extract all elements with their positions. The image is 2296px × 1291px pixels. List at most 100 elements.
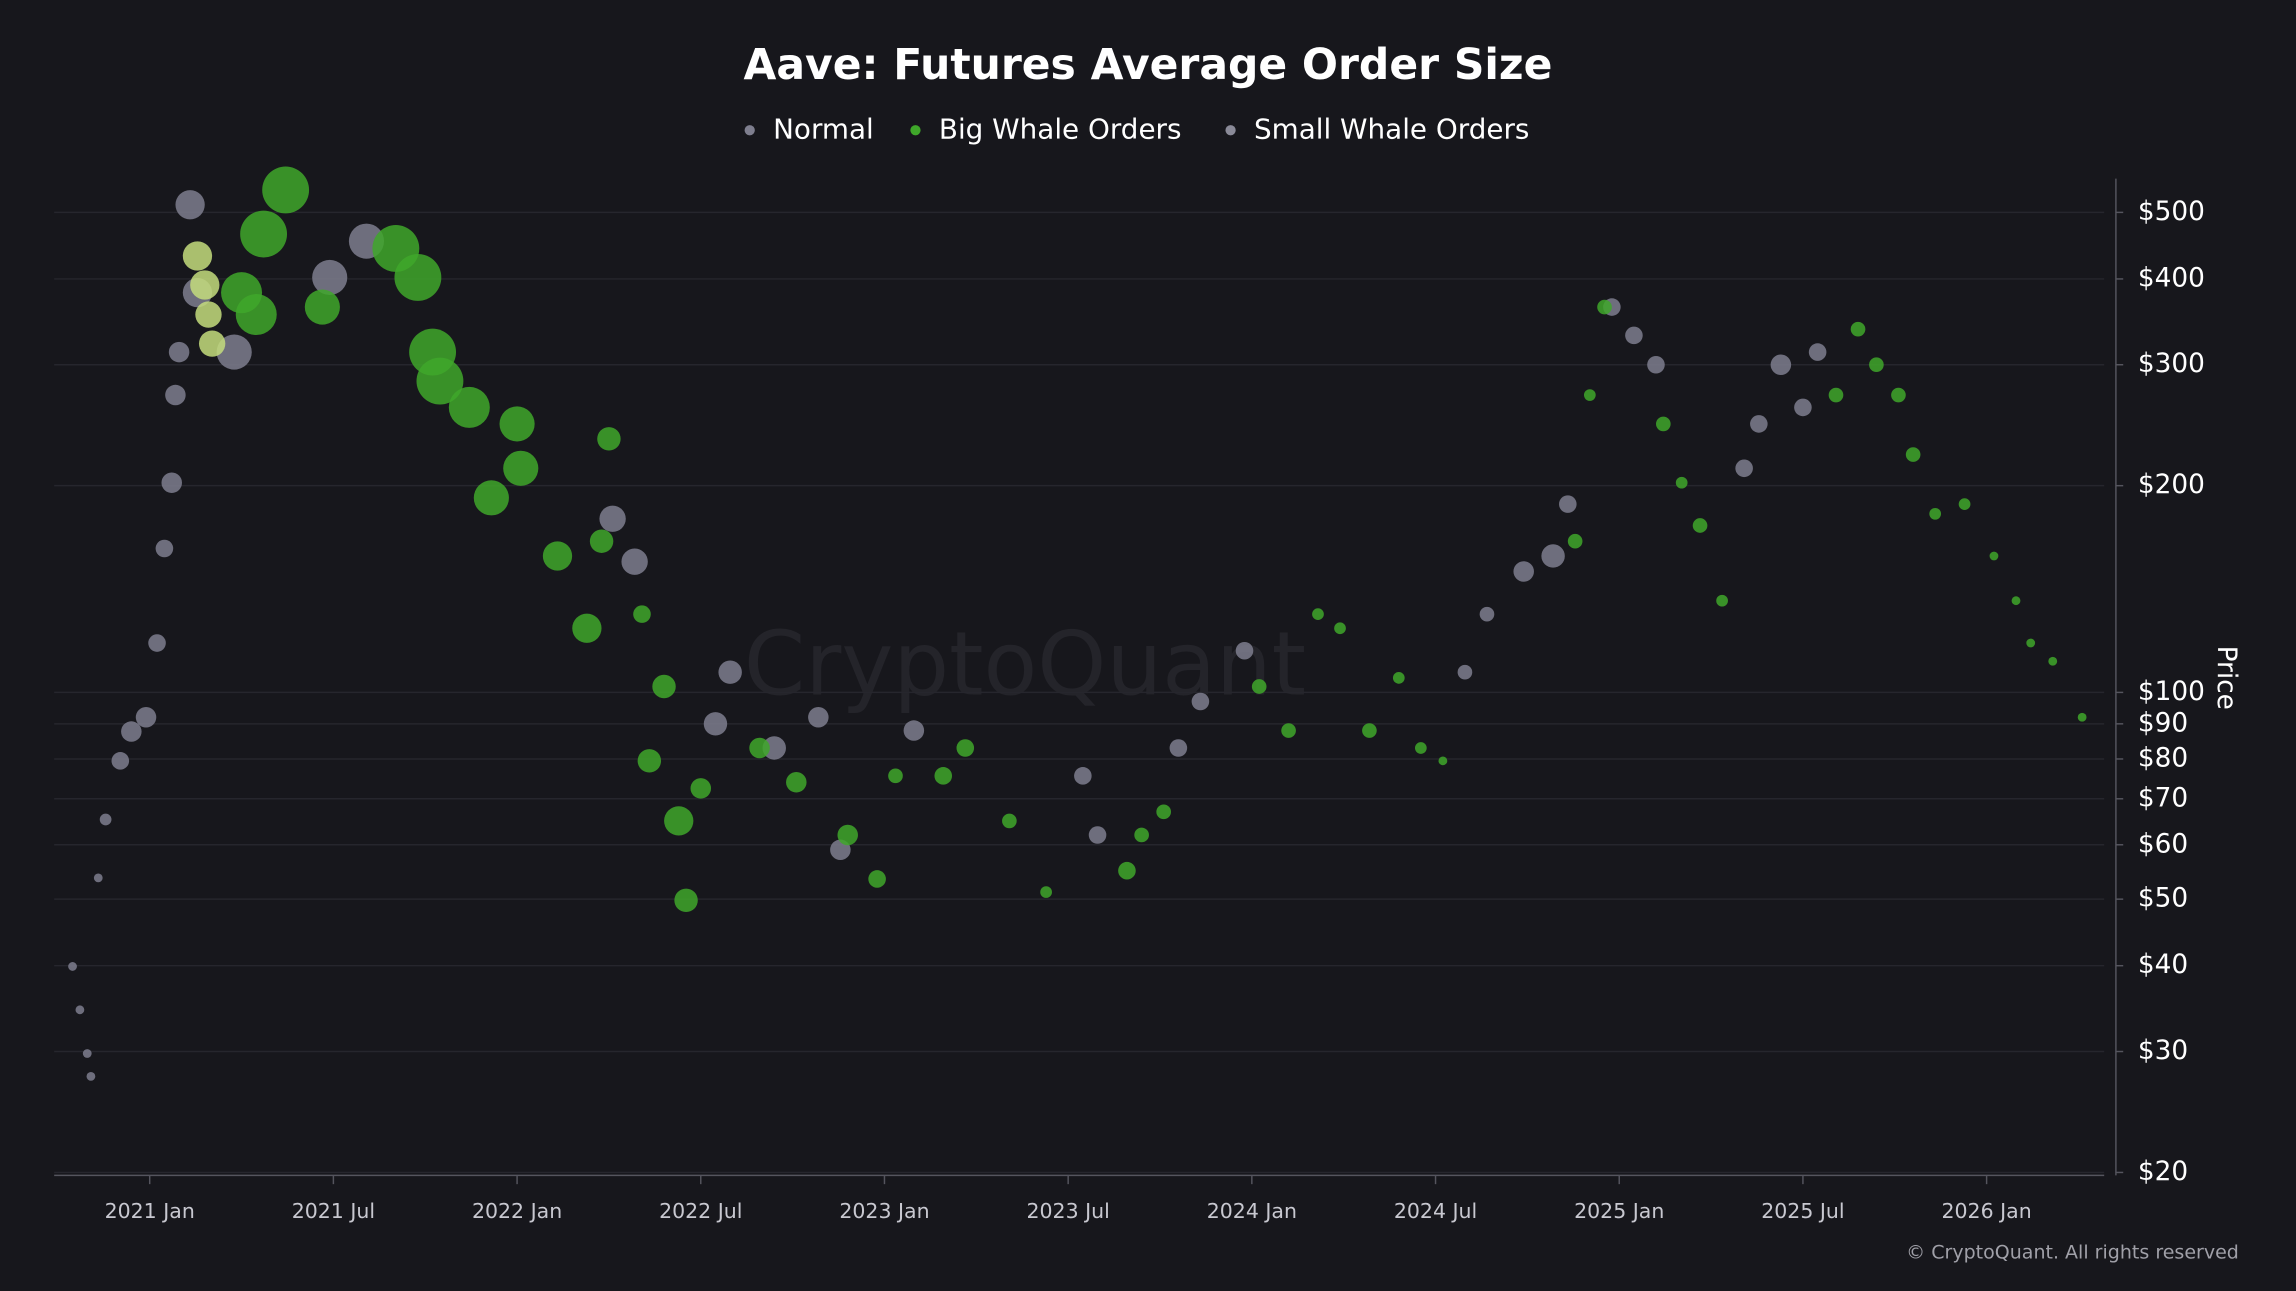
bubble [240,210,288,258]
legend-marker [744,125,755,136]
watermark: CryptoQuant [744,612,1306,715]
bubble [542,541,573,571]
bubble [1191,692,1210,711]
legend-label: Big Whale Orders [939,112,1182,145]
bubble [121,721,142,742]
y-tick-label: $50 [2138,884,2188,914]
bubble [1750,415,1768,433]
bubble [1716,594,1728,607]
bubble [674,888,698,913]
bubble [99,813,112,826]
plot-area [68,166,2087,1081]
bubble [808,707,829,728]
bubble [1541,544,1565,568]
bubble [837,824,858,846]
bubble [262,166,310,214]
bubble [652,674,676,699]
x-tick-label: 2024 Jul [1394,1199,1477,1223]
bubble [1438,756,1448,766]
bubble [1794,398,1812,417]
bubble [1118,861,1136,880]
bubble [1958,498,1971,510]
bubble [1567,533,1583,549]
bubble [1869,357,1884,373]
bubble [589,529,614,553]
bubble [903,720,925,741]
bubble [416,357,464,405]
bubble [1735,459,1753,478]
bubble [190,270,220,300]
bubble [499,406,535,442]
bubble [888,768,903,784]
bubble [1040,886,1052,898]
copyright: © CryptoQuant. All rights reserved [1906,1241,2239,1263]
bubble [1281,723,1296,738]
y-tick-label: $80 [2138,743,2188,773]
bubble [633,605,651,623]
x-tick-label: 2022 Jul [659,1199,742,1223]
legend: Normal Big Whale Orders Small Whale Orders [744,112,1529,145]
bubble [198,330,226,357]
bubble [135,707,157,728]
bubble [1235,641,1254,660]
bubble [637,749,662,773]
bubble [235,294,277,336]
x-tick-label: 2023 Jan [839,1199,929,1223]
bubble [394,254,442,301]
legend-marker [1225,125,1236,136]
bubble [148,634,166,652]
bubble [1457,664,1473,680]
bubble [762,736,786,760]
y-tick-label: $20 [2138,1157,2188,1187]
bubble [1625,326,1643,345]
bubble [473,480,509,516]
bubble [1647,355,1665,374]
bubble [216,334,252,370]
bubble [304,289,340,325]
bubble [1692,518,1708,533]
bubble [1134,827,1149,843]
chart-title: Aave: Futures Average Order Size [744,41,1553,90]
bubble [1479,606,1495,622]
bubble [1929,507,1942,520]
bubble [82,1049,92,1058]
bubble [1891,387,1906,403]
bubble [664,806,694,836]
bubble [1559,495,1577,513]
bubble [1169,739,1188,757]
x-tick-label: 2022 Jan [472,1199,562,1223]
bubble [168,341,190,363]
bubble [1989,551,1999,561]
bubble [786,771,807,793]
y-tick-label: $90 [2138,708,2188,738]
bubble [1583,389,1596,401]
bubble [703,712,728,736]
bubble [718,660,742,684]
bubble [182,241,213,271]
bubble [934,767,953,785]
bubble [1513,561,1534,582]
bubble [2077,712,2087,722]
y-tick-label: $400 [2138,263,2205,293]
bubble [1362,723,1377,738]
x-tick-label: 2023 Jul [1026,1199,1109,1223]
bubble [1334,622,1346,635]
bubble [1808,343,1827,361]
bubble [1770,354,1792,375]
y-tick-label: $200 [2138,470,2205,500]
bubble [165,384,186,406]
bubble [111,752,130,770]
y-tick-label: $70 [2138,783,2188,813]
bubble [2011,596,2021,606]
bubble [1074,767,1092,785]
bubble [1392,671,1405,684]
bubble [1675,476,1688,489]
bubble [75,1005,85,1015]
bubble [1156,804,1171,820]
legend-marker [910,125,921,136]
y-tick-label: $300 [2138,349,2205,379]
bubble [1850,321,1866,337]
x-tick-label: 2024 Jan [1207,1199,1297,1223]
